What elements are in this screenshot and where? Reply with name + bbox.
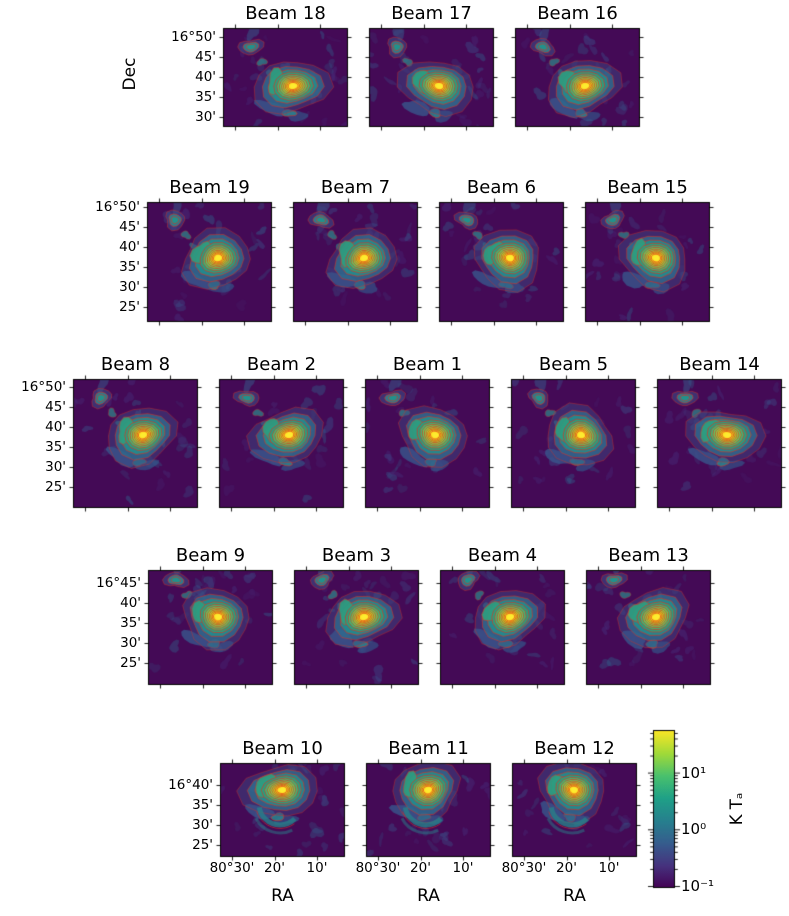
dec-tick-label: 30' <box>120 635 141 651</box>
beam-title: Beam 18 <box>245 3 326 24</box>
dec-tick-label: 45' <box>195 49 216 65</box>
dec-tick-label: 40' <box>119 239 140 255</box>
beam-title: Beam 9 <box>175 545 246 566</box>
colorbar-tick-label: 10⁰ <box>681 820 707 839</box>
beam-title: Beam 8 <box>100 354 171 375</box>
dec-tick-label: 45' <box>119 219 140 235</box>
dec-tick-label: 30' <box>192 817 213 833</box>
dec-tick-label: 16°50' <box>171 29 216 45</box>
beam-title: Beam 16 <box>537 3 618 24</box>
beam-title: Beam 13 <box>608 545 689 566</box>
dec-tick-label: 40' <box>120 595 141 611</box>
dec-tick-label: 25' <box>45 479 66 495</box>
beam-title: Beam 5 <box>538 354 609 375</box>
beam-title: Beam 2 <box>246 354 317 375</box>
dec-axis-label: Dec <box>120 57 140 91</box>
colorbar-tick-label: 10⁻¹ <box>681 877 715 895</box>
beam-title: Beam 14 <box>679 354 760 375</box>
ra-tick-label: 80°30' <box>501 860 547 876</box>
beam-title: Beam 4 <box>467 545 538 566</box>
dec-tick-label: 16°40' <box>168 777 213 793</box>
dec-tick-label: 25' <box>120 655 141 671</box>
ra-axis-label: RA <box>563 886 586 906</box>
dec-tick-label: 16°50' <box>95 199 140 215</box>
beam-title: Beam 6 <box>466 177 537 198</box>
dec-tick-label: 30' <box>195 109 216 125</box>
beam-title: Beam 10 <box>242 738 323 759</box>
dec-tick-label: 25' <box>192 837 213 853</box>
dec-tick-label: 35' <box>192 797 213 813</box>
dec-tick-label: 25' <box>119 299 140 315</box>
ra-tick-label: 80°30' <box>355 860 401 876</box>
ra-tick-label: 10' <box>452 860 474 876</box>
dec-tick-label: 16°45' <box>96 575 141 591</box>
beam-title: Beam 7 <box>320 177 391 198</box>
ra-axis-label: RA <box>417 886 440 906</box>
ra-tick-label: 80°30' <box>209 860 255 876</box>
ra-tick-label: 10' <box>306 860 328 876</box>
ra-axis-label: RA <box>271 886 294 906</box>
dec-tick-label: 40' <box>195 69 216 85</box>
dec-tick-label: 16°50' <box>21 379 66 395</box>
beam-title: Beam 1 <box>392 354 463 375</box>
beam-title: Beam 15 <box>607 177 688 198</box>
dec-tick-label: 35' <box>45 439 66 455</box>
beam-title: Beam 11 <box>388 738 469 759</box>
dec-tick-label: 30' <box>119 279 140 295</box>
dec-tick-label: 45' <box>45 399 66 415</box>
beam-title: Beam 19 <box>169 177 250 198</box>
dec-tick-label: 35' <box>120 615 141 631</box>
colorbar-tick-label: 10¹ <box>681 763 707 782</box>
ra-tick-label: 10' <box>598 860 620 876</box>
ra-tick-label: 20' <box>410 860 431 876</box>
dec-tick-label: 35' <box>119 259 140 275</box>
beam-title: Beam 12 <box>534 738 615 759</box>
dec-tick-label: 35' <box>195 89 216 105</box>
dec-tick-label: 40' <box>45 419 66 435</box>
beam-title: Beam 17 <box>391 3 472 24</box>
dec-tick-label: 30' <box>45 459 66 475</box>
ra-tick-label: 20' <box>264 860 285 876</box>
ra-tick-label: 20' <box>556 860 577 876</box>
beam-title: Beam 3 <box>321 545 392 566</box>
